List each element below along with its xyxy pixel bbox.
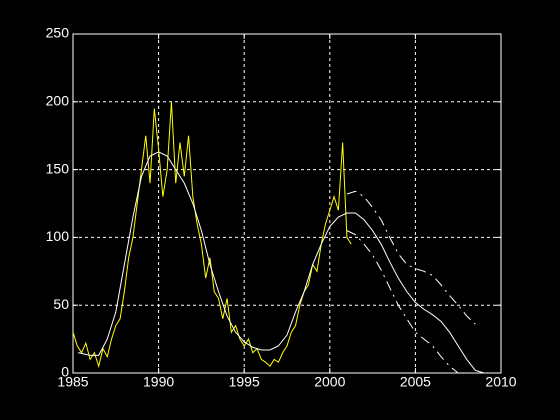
- x-tick-label: 1985: [57, 374, 88, 390]
- y-tick-label: 150: [46, 160, 70, 176]
- y-tick-label: 0: [61, 364, 69, 380]
- data-line: [72, 101, 352, 369]
- x-tick-label: 2000: [314, 374, 345, 390]
- x-tick-label: 2010: [485, 374, 516, 390]
- x-tick-label: 2005: [400, 374, 431, 390]
- data-line: [346, 190, 476, 325]
- y-tick-label: 250: [46, 25, 70, 41]
- data-line: [78, 151, 485, 374]
- axes-box: [72, 33, 502, 374]
- x-tick-label: 1995: [229, 374, 260, 390]
- data-line: [346, 230, 459, 374]
- y-tick-label: 100: [46, 228, 70, 244]
- y-tick-label: 50: [53, 296, 69, 312]
- y-tick-label: 200: [46, 93, 70, 109]
- x-tick-label: 1990: [143, 374, 174, 390]
